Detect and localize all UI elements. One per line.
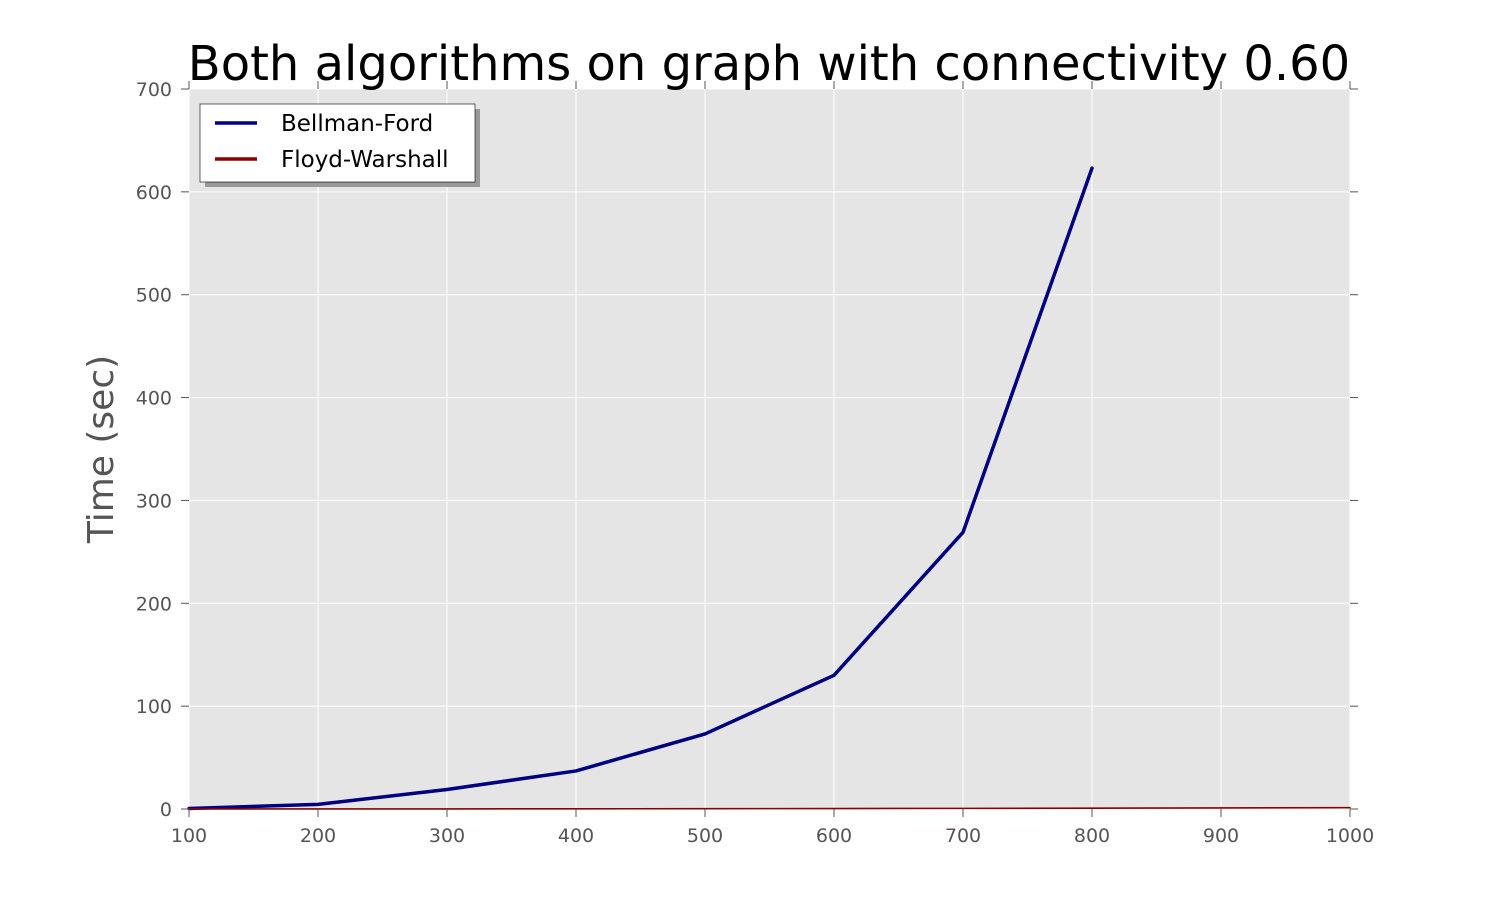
legend-label-bellman-ford: Bellman-Ford [281, 111, 433, 137]
y-tick-label: 600 [136, 182, 172, 204]
x-tick-label: 400 [558, 825, 594, 847]
legend-label-floyd-warshall: Floyd-Warshall [281, 147, 449, 173]
x-tick-label: 300 [429, 825, 465, 847]
x-tick-labels: 100 200 300 400 500 600 700 800 900 1000 [171, 825, 1374, 847]
y-tick-label: 500 [136, 285, 172, 307]
y-tick-labels: 0 100 200 300 400 500 600 700 [136, 79, 172, 821]
y-tick-label: 700 [136, 79, 172, 101]
x-tick-label: 800 [1074, 825, 1110, 847]
chart-title: Both algorithms on graph with connectivi… [188, 36, 1350, 92]
y-tick-label: 400 [136, 388, 172, 410]
x-tick-label: 500 [687, 825, 723, 847]
y-tick-label: 0 [160, 799, 172, 821]
legend: Bellman-Ford Floyd-Warshall [200, 104, 480, 187]
y-tick-label: 100 [136, 696, 172, 718]
y-tick-label: 200 [136, 593, 172, 615]
plot-background [189, 89, 1350, 809]
y-tick-label: 300 [136, 490, 172, 512]
x-tick-label: 200 [300, 825, 336, 847]
x-tick-label: 1000 [1326, 825, 1374, 847]
y-axis-label: Time (sec) [81, 355, 122, 544]
x-tick-label: 900 [1203, 825, 1239, 847]
x-tick-label: 600 [816, 825, 852, 847]
x-tick-label: 700 [945, 825, 981, 847]
x-tick-label: 100 [171, 825, 207, 847]
